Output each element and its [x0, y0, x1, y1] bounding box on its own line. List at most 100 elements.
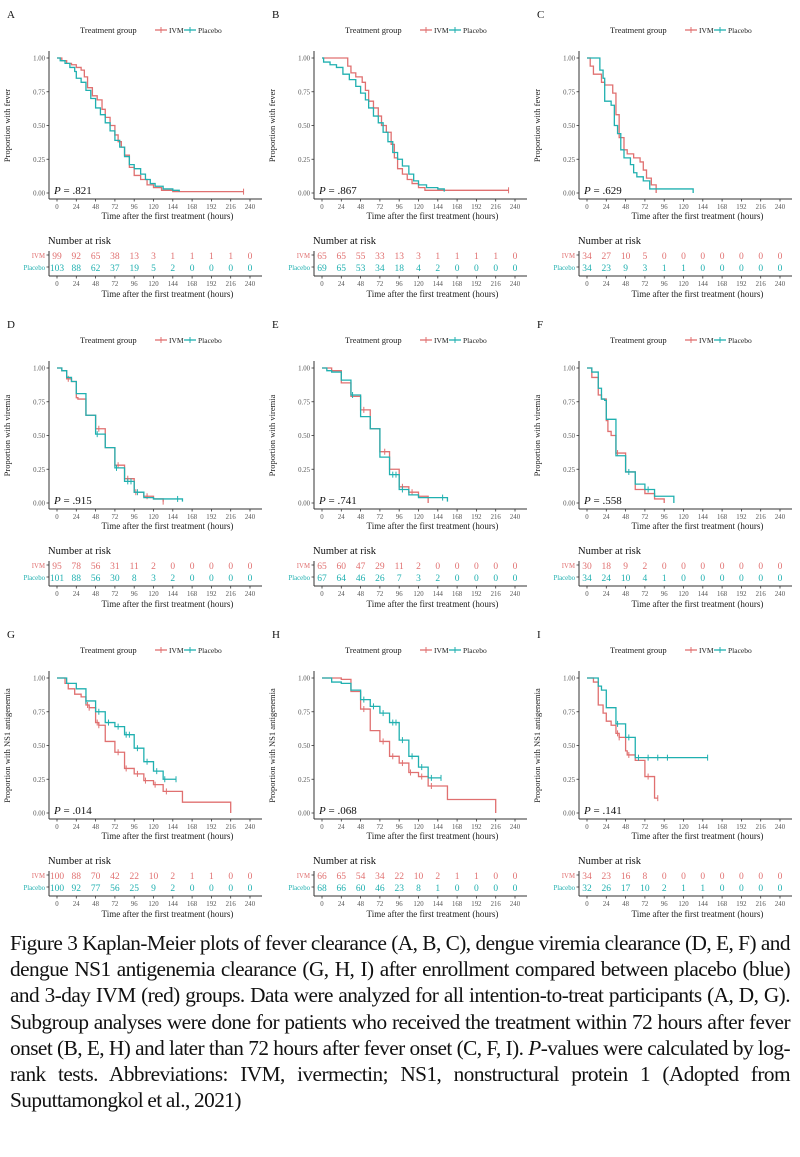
p-value-label: P = .821	[53, 185, 92, 197]
risk-count-ivm: 100	[50, 872, 65, 882]
km-curve-ivm	[57, 677, 232, 813]
km-chart-svg: G Treatment group IVM Placebo 0.00 0.25 0.50 0.…	[2, 629, 262, 919]
km-panel-h: H Treatment group IVM Placebo 0.00 0.25 0.50 0.…	[265, 620, 535, 930]
risk-count-ivm: 54	[356, 872, 366, 882]
risk-count-ivm: 30	[582, 562, 592, 572]
risk-x-axis-label: Time after the first treatment (hours)	[632, 599, 764, 609]
km-panel-g: G Treatment group IVM Placebo 0.00 0.25 0.50 0.…	[0, 620, 270, 930]
y-tick-label: 0.25	[563, 777, 575, 784]
risk-count-ivm: 0	[700, 562, 705, 572]
risk-count-placebo: 0	[190, 884, 195, 894]
risk-table-title: Number at risk	[48, 856, 112, 867]
risk-x-tick-label: 0	[320, 901, 324, 908]
y-tick-label: 1.00	[298, 676, 310, 683]
risk-row-label-ivm: IVM	[32, 563, 45, 570]
x-tick-label: 192	[471, 204, 482, 211]
risk-count-ivm: 1	[209, 252, 214, 262]
risk-count-ivm: 0	[493, 562, 498, 572]
y-axis-label: Proportion with viremia	[532, 394, 542, 476]
x-tick-label: 48	[357, 204, 364, 211]
x-axis-label: Time after the first treatment (hours)	[632, 521, 764, 531]
x-tick-label: 120	[148, 204, 159, 211]
risk-x-tick-label: 144	[698, 591, 709, 598]
risk-x-tick-label: 96	[661, 591, 668, 598]
risk-table-title: Number at risk	[578, 236, 642, 247]
legend-title: Treatment group	[80, 25, 137, 35]
risk-count-placebo: 0	[720, 264, 725, 274]
risk-count-ivm: 9	[623, 562, 628, 572]
x-tick-label: 48	[92, 824, 99, 831]
p-value-label: P = .068	[318, 805, 357, 817]
y-tick-label: 0.50	[298, 743, 310, 750]
risk-x-tick-label: 72	[377, 281, 384, 288]
y-tick-label: 1.00	[563, 676, 575, 683]
risk-x-tick-label: 72	[112, 901, 119, 908]
risk-count-placebo: 26	[375, 574, 385, 584]
risk-count-ivm: 88	[72, 872, 82, 882]
risk-x-tick-label: 0	[55, 591, 59, 598]
km-curve-placebo	[57, 677, 177, 780]
risk-x-tick-label: 168	[187, 901, 198, 908]
risk-x-tick-label: 96	[131, 901, 138, 908]
risk-count-ivm: 0	[739, 562, 744, 572]
risk-count-placebo: 0	[209, 574, 214, 584]
x-tick-label: 0	[55, 824, 59, 831]
x-tick-label: 216	[226, 824, 237, 831]
risk-row-label-placebo: Placebo	[23, 885, 45, 892]
legend-title: Treatment group	[345, 645, 402, 655]
km-curve-placebo	[322, 367, 449, 502]
x-tick-label: 144	[433, 824, 444, 831]
legend-label-ivm: IVM	[169, 336, 184, 345]
risk-count-placebo: 77	[91, 884, 101, 894]
risk-count-ivm: 10	[621, 252, 631, 262]
y-tick-label: 1.00	[563, 366, 575, 373]
risk-count-ivm: 0	[662, 872, 667, 882]
y-axis-label: Proportion with viremia	[2, 394, 12, 476]
risk-x-tick-label: 48	[357, 901, 364, 908]
risk-count-placebo: 0	[190, 574, 195, 584]
risk-table-title: Number at risk	[578, 546, 642, 557]
risk-x-tick-label: 0	[320, 281, 324, 288]
x-tick-label: 0	[55, 204, 59, 211]
y-axis-label: Proportion with viremia	[267, 394, 277, 476]
risk-count-placebo: 23	[602, 264, 612, 274]
x-tick-label: 0	[320, 204, 324, 211]
risk-count-placebo: 23	[394, 884, 404, 894]
risk-count-ivm: 29	[375, 562, 385, 572]
y-tick-label: 0.75	[563, 89, 575, 96]
risk-x-tick-label: 96	[131, 281, 138, 288]
risk-x-tick-label: 144	[168, 591, 179, 598]
x-axis-label: Time after the first treatment (hours)	[367, 831, 499, 841]
x-tick-label: 144	[168, 514, 179, 521]
km-chart-svg: F Treatment group IVM Placebo 0.00 0.25 0.50 0.…	[532, 319, 792, 609]
risk-count-placebo: 60	[356, 884, 366, 894]
y-tick-label: 0.00	[298, 501, 310, 508]
risk-table-title: Number at risk	[48, 546, 112, 557]
legend: Treatment group IVM Placebo	[345, 25, 487, 35]
x-tick-label: 96	[661, 824, 668, 831]
y-tick-label: 0.00	[33, 191, 45, 198]
risk-x-tick-label: 120	[413, 281, 424, 288]
x-tick-label: 24	[73, 514, 80, 521]
risk-count-ivm: 13	[129, 252, 139, 262]
km-panel-i: I Treatment group IVM Placebo 0.00 0.25 0.50 0.…	[530, 620, 800, 930]
km-curve-ivm	[587, 367, 665, 503]
risk-x-tick-label: 72	[112, 591, 119, 598]
risk-x-tick-label: 24	[603, 281, 610, 288]
risk-count-ivm: 3	[151, 252, 156, 262]
x-tick-label: 216	[491, 514, 502, 521]
risk-count-placebo: 8	[132, 574, 137, 584]
y-axis-label: Proportion with NS1 antigenemia	[267, 688, 277, 803]
risk-count-placebo: 101	[50, 574, 65, 584]
y-tick-label: 0.00	[298, 811, 310, 818]
risk-count-ivm: 66	[317, 872, 327, 882]
risk-count-placebo: 0	[248, 264, 253, 274]
risk-count-placebo: 1	[435, 884, 440, 894]
risk-count-ivm: 99	[52, 252, 62, 262]
risk-count-placebo: 0	[209, 264, 214, 274]
risk-x-axis-label: Time after the first treatment (hours)	[367, 289, 499, 299]
p-value-label: P = .014	[53, 805, 92, 817]
risk-x-tick-label: 168	[717, 591, 728, 598]
y-tick-label: 1.00	[33, 56, 45, 63]
risk-row-label-placebo: Placebo	[553, 885, 575, 892]
